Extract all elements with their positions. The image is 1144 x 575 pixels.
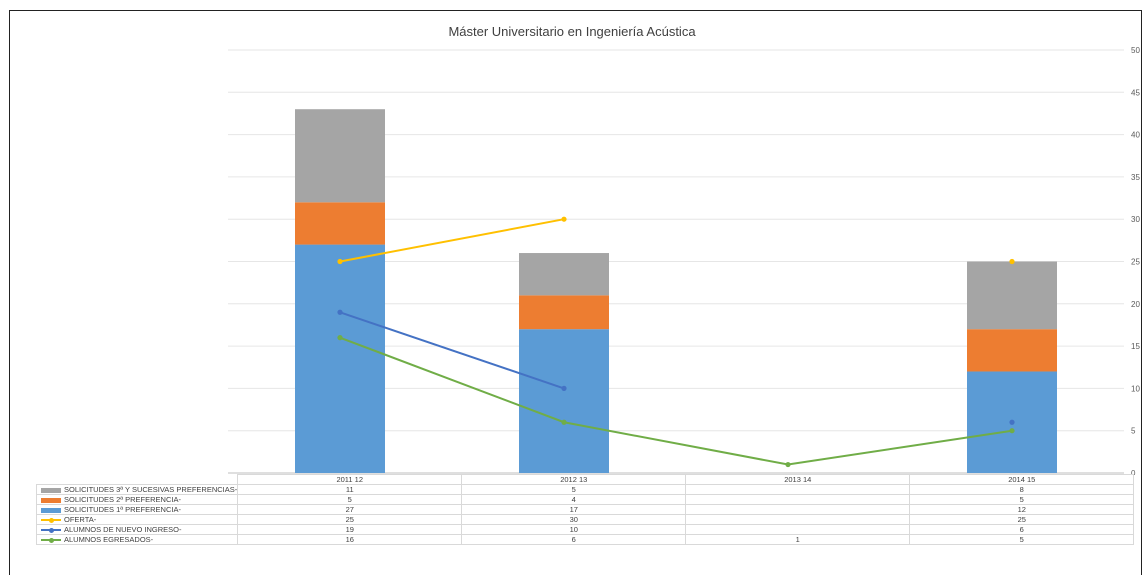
series-marker	[561, 419, 567, 425]
bar-segment	[967, 329, 1057, 372]
y-tick-label: 45	[1131, 88, 1140, 97]
series-marker	[337, 309, 343, 315]
series-marker	[337, 258, 343, 265]
legend-line-key	[41, 537, 61, 543]
series-name: SOLICITUDES 1ª PREFERENCIA-	[64, 505, 181, 514]
legend-line-key	[41, 517, 61, 523]
y-tick-label: 40	[1131, 131, 1140, 140]
legend-swatch	[41, 487, 61, 493]
data-label: 8	[909, 484, 1135, 495]
bar-segment	[519, 253, 609, 296]
table-corner	[36, 474, 239, 485]
series-legend-cell: OFERTA-	[35, 514, 239, 525]
series-marker	[561, 216, 567, 222]
data-label: 5	[909, 534, 1135, 545]
series-legend-cell: ALUMNOS DE NUEVO INGRESO-	[35, 524, 239, 535]
series-legend-cell: SOLICITUDES 3ª Y SUCESIVAS PREFERENCIAS-	[35, 484, 239, 495]
series-marker	[561, 385, 567, 391]
bar-segment	[295, 109, 385, 203]
data-label	[685, 484, 911, 495]
data-label: 5	[237, 494, 463, 505]
data-label: 6	[909, 524, 1135, 535]
data-label: 5	[461, 484, 687, 495]
data-label: 1	[685, 534, 911, 545]
chart-frame	[9, 10, 1142, 575]
data-label: 12	[909, 504, 1135, 515]
series-name: ALUMNOS DE NUEVO INGRESO-	[64, 525, 182, 534]
data-label: 16	[237, 534, 463, 545]
series-marker	[785, 461, 791, 468]
y-tick-label: 25	[1131, 258, 1140, 267]
series-line	[339, 218, 565, 263]
series-name: OFERTA-	[64, 515, 97, 524]
data-label: 10	[461, 524, 687, 535]
series-marker	[1009, 419, 1015, 425]
data-label: 6	[461, 534, 687, 545]
data-label	[685, 514, 911, 525]
data-label: 11	[237, 484, 463, 495]
series-legend-cell: SOLICITUDES 2ª PREFERENCIA-	[35, 494, 239, 505]
series-marker	[337, 335, 343, 341]
y-tick-label: 20	[1131, 300, 1140, 309]
data-label: 19	[237, 524, 463, 535]
legend-swatch	[41, 507, 61, 513]
y-tick-label: 15	[1131, 342, 1140, 351]
y-tick-label: 5	[1131, 427, 1136, 436]
data-label	[685, 494, 911, 505]
table-row: SOLICITUDES 2ª PREFERENCIA- 5 4 5	[35, 494, 1135, 505]
category-label: 2012 13	[461, 474, 687, 485]
legend-swatch	[41, 497, 61, 503]
series-line	[339, 336, 1013, 466]
table-row: SOLICITUDES 1ª PREFERENCIA- 27 17 12	[35, 504, 1135, 515]
y-tick-label: 50	[1131, 46, 1140, 55]
category-label: 2013 14	[685, 474, 911, 485]
series-line	[339, 311, 565, 390]
y-tick-label: 30	[1131, 215, 1140, 224]
y-tick-label: 10	[1131, 384, 1140, 393]
data-label: 4	[461, 494, 687, 505]
bar-segment	[967, 261, 1057, 330]
table-row: SOLICITUDES 3ª Y SUCESIVAS PREFERENCIAS-…	[35, 484, 1135, 495]
data-label: 25	[237, 514, 463, 525]
series-name: ALUMNOS EGRESADOS-	[64, 535, 154, 544]
data-label: 5	[909, 494, 1135, 505]
data-label: 25	[909, 514, 1135, 525]
bar-segment	[519, 295, 609, 330]
chart-plot-area: 0 5 10 15 20 25 30 35 40 45 50	[228, 46, 1140, 475]
data-label	[685, 504, 911, 515]
chart-title: Máster Universitario en Ingeniería Acúst…	[448, 24, 696, 39]
y-tick-label: 0	[1131, 469, 1136, 475]
series-marker	[1009, 258, 1015, 265]
y-tick-label: 35	[1131, 173, 1140, 182]
data-label: 17	[461, 504, 687, 515]
table-row: ALUMNOS DE NUEVO INGRESO- 19 10 6	[35, 524, 1135, 535]
table-row: OFERTA- 25 30 25	[35, 514, 1135, 525]
series-legend-cell: ALUMNOS EGRESADOS-	[35, 534, 239, 545]
bar-segment	[519, 329, 609, 473]
data-label: 27	[237, 504, 463, 515]
data-label: 30	[461, 514, 687, 525]
category-label: 2014 15	[909, 474, 1135, 485]
category-label: 2011 12	[237, 474, 463, 485]
table-row: ALUMNOS EGRESADOS- 16 6 1 5	[35, 534, 1135, 545]
series-name: SOLICITUDES 2ª PREFERENCIA-	[64, 495, 181, 504]
data-label	[685, 524, 911, 535]
series-marker	[1009, 428, 1015, 434]
series-name: SOLICITUDES 3ª Y SUCESIVAS PREFERENCIAS-	[64, 485, 238, 494]
legend-line-key	[41, 527, 61, 533]
data-table: 2011 12 2012 13 2013 14 2014 15 SOLICITUDES …	[35, 474, 1135, 545]
bar-segment	[295, 244, 385, 473]
bar-segment	[295, 202, 385, 245]
series-legend-cell: SOLICITUDES 1ª PREFERENCIA-	[35, 504, 239, 515]
